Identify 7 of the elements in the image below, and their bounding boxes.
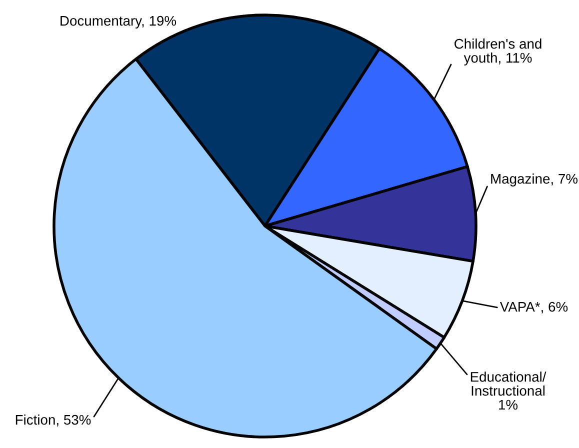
- slice-label: Educational/Instructional: [470, 372, 546, 396]
- slice-label: Fiction, 53%: [16, 414, 91, 426]
- slice-label: Children's and youth, 11%: [454, 38, 542, 66]
- data-label: 1%: [499, 400, 518, 410]
- slice-label: Magazine, 7%: [491, 174, 578, 186]
- slice-label: Documentary, 19%: [60, 16, 176, 28]
- slice-label: VAPA*, 6%: [500, 302, 568, 314]
